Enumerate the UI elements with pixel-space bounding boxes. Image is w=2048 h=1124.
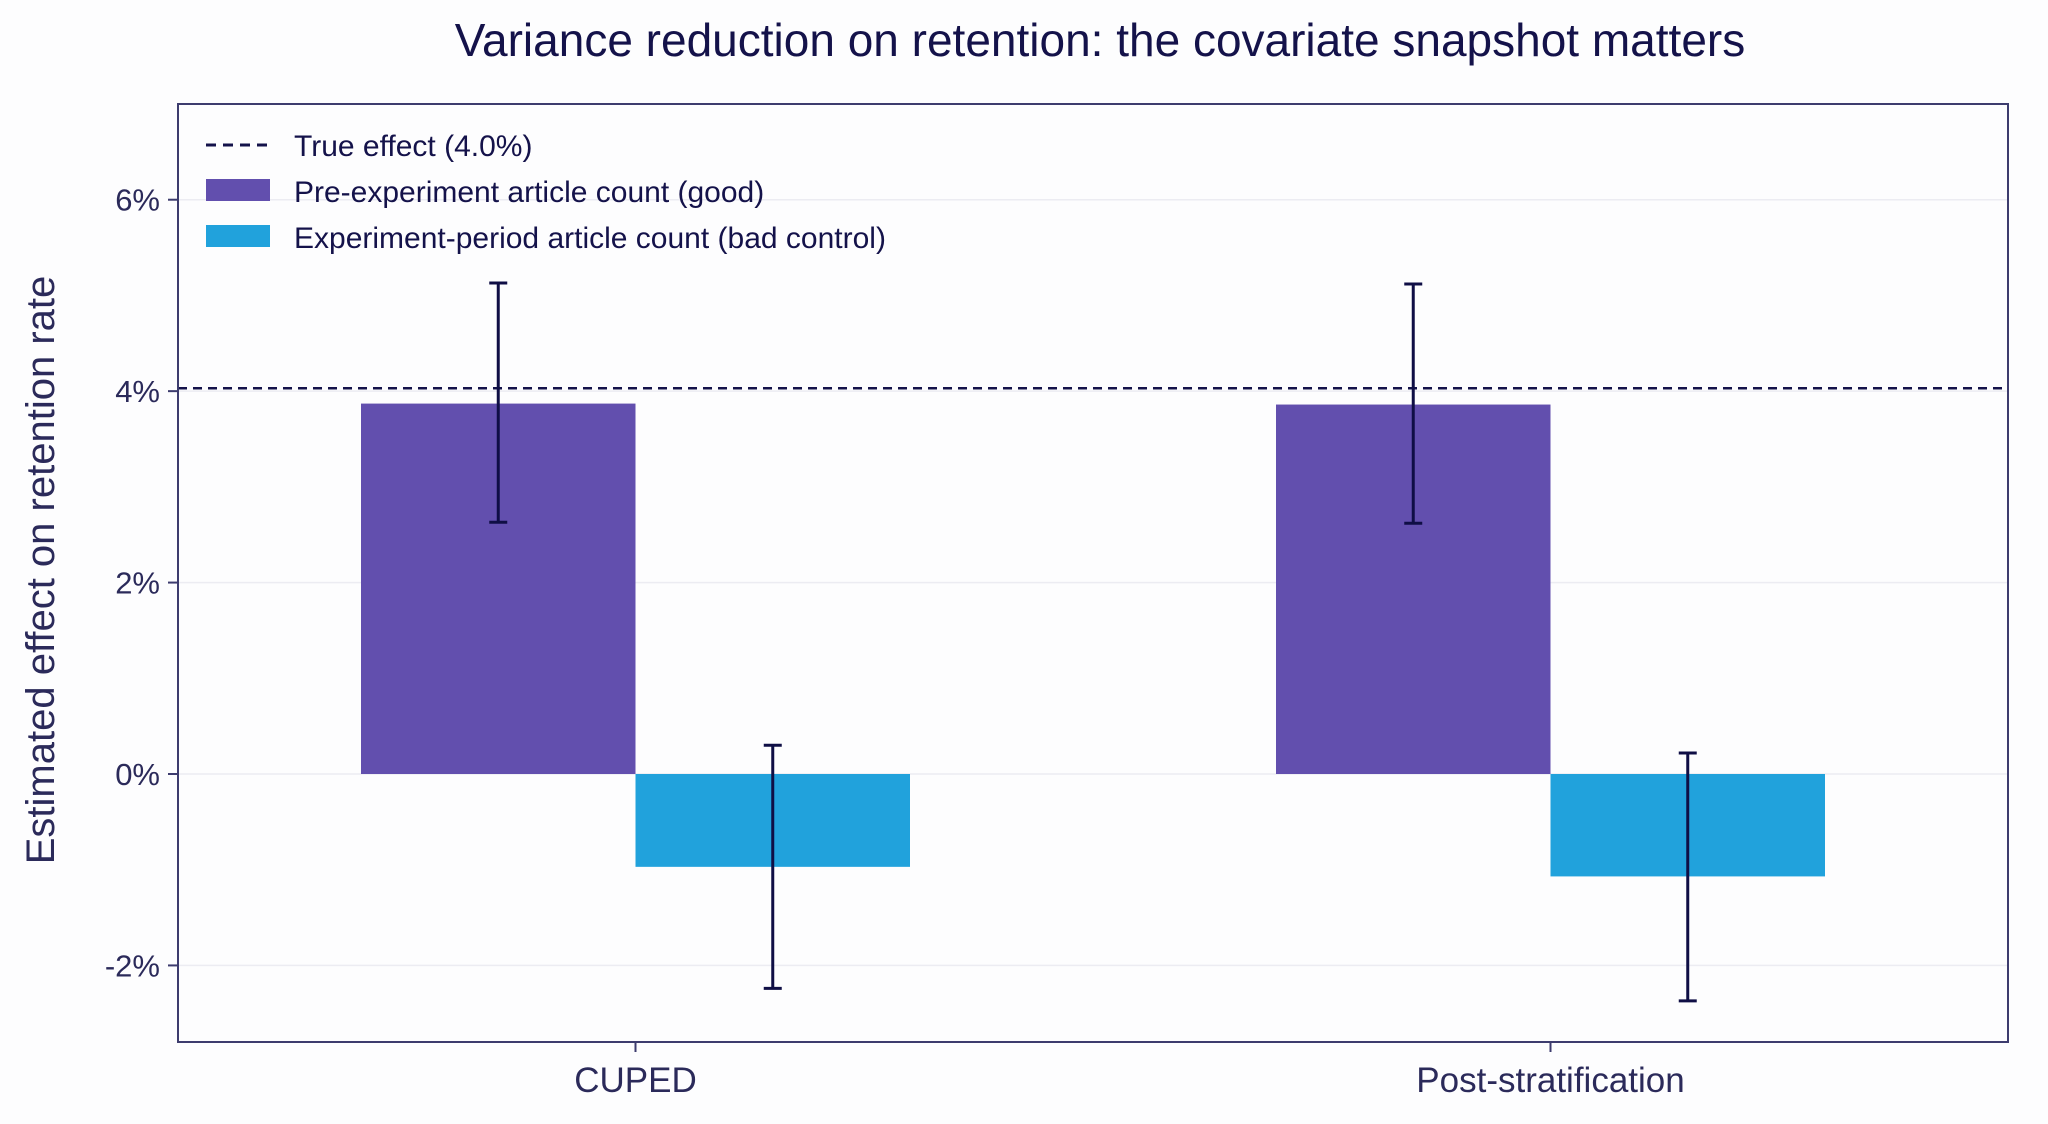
- y-tick-label: 6%: [115, 183, 160, 218]
- legend-pre-experiment-swatch: [206, 179, 270, 201]
- error-bars: [489, 281, 1697, 1003]
- y-ticks: -2% 0% 2% 4% 6%: [105, 183, 178, 983]
- y-tick-label: 2%: [115, 566, 160, 601]
- x-tick-label: CUPED: [574, 1061, 697, 1100]
- y-tick-label: 4%: [115, 374, 160, 409]
- legend-true-effect-label: True effect (4.0%): [294, 130, 532, 163]
- legend-experiment-period-label: Experiment-period article count (bad con…: [294, 222, 886, 255]
- legend: True effect (4.0%) Pre-experiment articl…: [206, 130, 886, 255]
- plot-frame: [177, 103, 2009, 1043]
- bars: [361, 403, 1825, 877]
- y-axis-label: Estimated effect on retention rate: [19, 276, 63, 865]
- x-ticks: CUPED Post-stratification: [574, 1042, 1685, 1100]
- legend-experiment-period-swatch: [206, 225, 270, 247]
- y-tick-label: 0%: [115, 757, 160, 792]
- legend-pre-experiment-label: Pre-experiment article count (good): [294, 176, 764, 209]
- chart-title: Variance reduction on retention: the cov…: [455, 14, 1745, 66]
- y-tick-label: -2%: [105, 948, 160, 983]
- x-tick-label: Post-stratification: [1416, 1061, 1684, 1100]
